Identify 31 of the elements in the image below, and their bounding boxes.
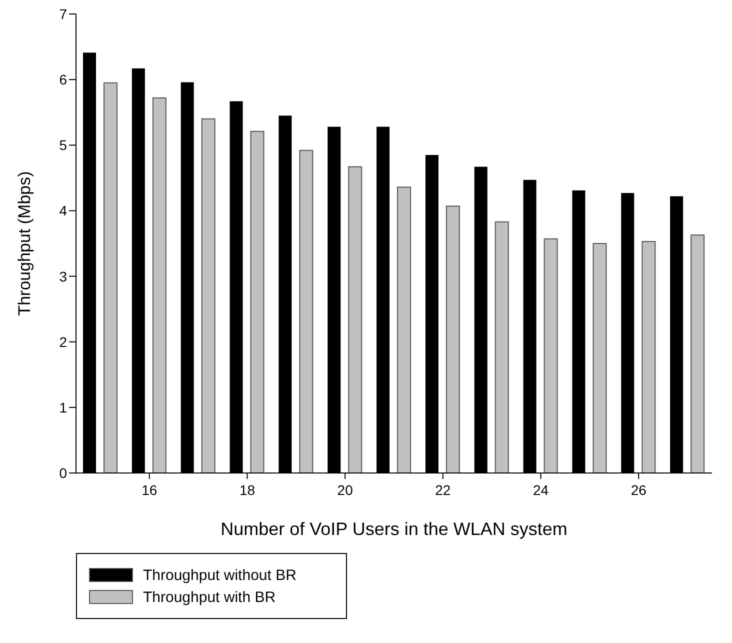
bar	[642, 241, 656, 473]
x-tick-label: 22	[435, 482, 451, 498]
y-tick-label: 6	[59, 72, 68, 88]
bar	[397, 186, 412, 473]
x-tick-label: 24	[532, 482, 549, 498]
x-tick-label: 18	[239, 482, 256, 498]
bar	[250, 130, 264, 473]
x-axis-title: Number of VoIP Users in the WLAN system	[220, 519, 568, 539]
legend-label: Throughput without BR	[143, 566, 296, 584]
bar	[544, 238, 558, 473]
bar	[592, 243, 607, 473]
bar	[690, 234, 705, 473]
y-tick-label: 0	[59, 464, 68, 481]
bar	[494, 221, 509, 473]
bar	[299, 150, 314, 473]
y-tick-label: 7	[59, 6, 68, 22]
x-tick-label: 26	[630, 482, 647, 498]
y-tick-label: 3	[59, 268, 68, 284]
legend-label: Throughput with BR	[143, 588, 276, 606]
bar	[104, 82, 118, 473]
bar	[446, 206, 460, 473]
y-tick-label: 5	[59, 137, 68, 154]
y-tick-label: 4	[59, 202, 68, 219]
y-tick-label: 1	[59, 399, 68, 416]
bar	[152, 97, 166, 473]
bar	[348, 166, 362, 473]
x-tick-label: 16	[142, 482, 158, 498]
bar	[201, 118, 216, 473]
y-tick-label: 2	[59, 334, 68, 350]
y-axis-title: Throughput (Mbps)	[15, 171, 34, 316]
x-tick-label: 20	[337, 482, 354, 498]
